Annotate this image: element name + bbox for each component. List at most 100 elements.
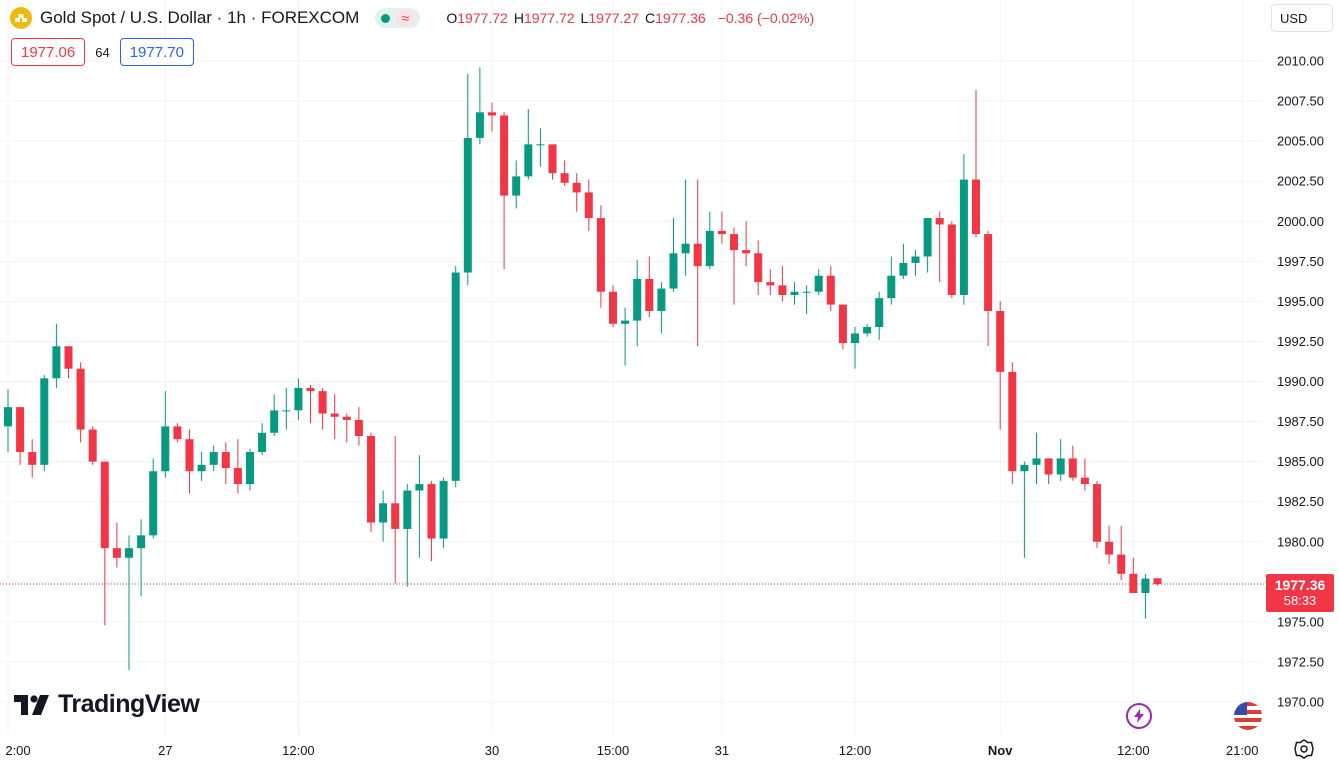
candle[interactable]: [717, 211, 726, 244]
candle[interactable]: [258, 423, 267, 456]
candle[interactable]: [367, 432, 375, 533]
candle[interactable]: [1093, 480, 1101, 549]
candle[interactable]: [427, 480, 436, 561]
candle[interactable]: [415, 455, 424, 558]
candle[interactable]: [1044, 458, 1053, 485]
candle[interactable]: [596, 205, 605, 308]
candle[interactable]: [64, 346, 73, 379]
candle[interactable]: [1105, 525, 1114, 565]
candle[interactable]: [475, 67, 484, 145]
candle[interactable]: [875, 291, 884, 340]
currency-selector[interactable]: USD: [1271, 4, 1333, 32]
candle[interactable]: [548, 144, 557, 180]
candle[interactable]: [512, 160, 521, 209]
candle[interactable]: [76, 362, 85, 443]
candle[interactable]: [899, 243, 908, 279]
candle[interactable]: [766, 269, 775, 295]
candle[interactable]: [197, 452, 206, 481]
candle[interactable]: [318, 387, 327, 430]
us-flag-icon[interactable]: [1234, 702, 1262, 730]
candle[interactable]: [802, 285, 811, 315]
candle[interactable]: [1020, 461, 1029, 558]
candle[interactable]: [584, 179, 593, 231]
candle[interactable]: [342, 413, 351, 443]
lightning-icon[interactable]: [1126, 703, 1152, 729]
candle[interactable]: [330, 394, 339, 440]
candle[interactable]: [209, 445, 218, 472]
candle[interactable]: [1129, 557, 1138, 594]
candle[interactable]: [838, 304, 847, 350]
candle[interactable]: [609, 285, 617, 328]
candle[interactable]: [730, 227, 738, 305]
candle[interactable]: [972, 89, 980, 238]
candle[interactable]: [984, 230, 993, 347]
candle[interactable]: [633, 259, 642, 347]
candle[interactable]: [1117, 525, 1126, 581]
candle[interactable]: [100, 461, 109, 626]
candle[interactable]: [221, 442, 230, 485]
candle[interactable]: [851, 327, 859, 369]
time-axis[interactable]: 2:00 27 12:00 30 15:00 31 12:00 Nov 12:00 21:00: [5, 743, 1258, 758]
candle[interactable]: [149, 458, 158, 539]
candle[interactable]: [863, 323, 872, 337]
candle[interactable]: [112, 522, 121, 568]
tradingview-logo[interactable]: TradingView: [14, 690, 200, 719]
candle[interactable]: [451, 266, 460, 488]
candle[interactable]: [996, 301, 1005, 430]
candle[interactable]: [814, 269, 823, 295]
candle[interactable]: [947, 221, 956, 299]
candle[interactable]: [500, 112, 509, 270]
candle[interactable]: [463, 73, 472, 286]
candle[interactable]: [1141, 573, 1150, 619]
candle[interactable]: [790, 282, 799, 305]
candle[interactable]: [1056, 439, 1065, 481]
candle[interactable]: [887, 256, 896, 305]
candle[interactable]: [306, 384, 315, 424]
candle[interactable]: [657, 282, 666, 334]
candle[interactable]: [185, 429, 194, 494]
candle[interactable]: [645, 256, 654, 318]
candle[interactable]: [294, 378, 303, 420]
candle[interactable]: [246, 448, 254, 491]
candle[interactable]: [959, 153, 968, 305]
candle[interactable]: [403, 484, 412, 587]
candle[interactable]: [705, 211, 714, 270]
candle[interactable]: [439, 477, 448, 549]
candle[interactable]: [560, 160, 569, 186]
candle[interactable]: [1153, 578, 1162, 586]
candle[interactable]: [536, 128, 545, 167]
candles[interactable]: [4, 67, 1162, 670]
gear-icon[interactable]: [1294, 739, 1314, 759]
candle[interactable]: [233, 439, 242, 494]
candle[interactable]: [28, 439, 37, 478]
candle[interactable]: [125, 535, 133, 670]
candle[interactable]: [524, 109, 533, 180]
candle[interactable]: [935, 211, 944, 283]
candle[interactable]: [681, 179, 690, 276]
symbol-title[interactable]: Gold Spot / U.S. Dollar · 1h · FOREXCOM: [40, 8, 360, 27]
candle[interactable]: [826, 266, 835, 311]
candle[interactable]: [282, 387, 291, 430]
candle[interactable]: [379, 490, 388, 542]
candle[interactable]: [173, 423, 182, 443]
candle[interactable]: [778, 266, 787, 302]
candle[interactable]: [40, 375, 49, 472]
candle[interactable]: [1008, 362, 1017, 485]
candle[interactable]: [16, 407, 25, 465]
candle[interactable]: [742, 221, 751, 267]
candle[interactable]: [4, 389, 12, 453]
candle[interactable]: [52, 323, 61, 388]
candle[interactable]: [693, 179, 702, 347]
candle[interactable]: [137, 519, 146, 597]
candle[interactable]: [1068, 445, 1077, 481]
candle[interactable]: [754, 240, 763, 295]
candle[interactable]: [488, 102, 496, 132]
market-status[interactable]: ≈: [375, 8, 421, 28]
candle[interactable]: [572, 173, 581, 212]
candle[interactable]: [270, 394, 279, 436]
candle[interactable]: [1032, 432, 1041, 485]
candle[interactable]: [669, 218, 678, 292]
candle[interactable]: [391, 435, 400, 584]
candle[interactable]: [161, 391, 170, 478]
